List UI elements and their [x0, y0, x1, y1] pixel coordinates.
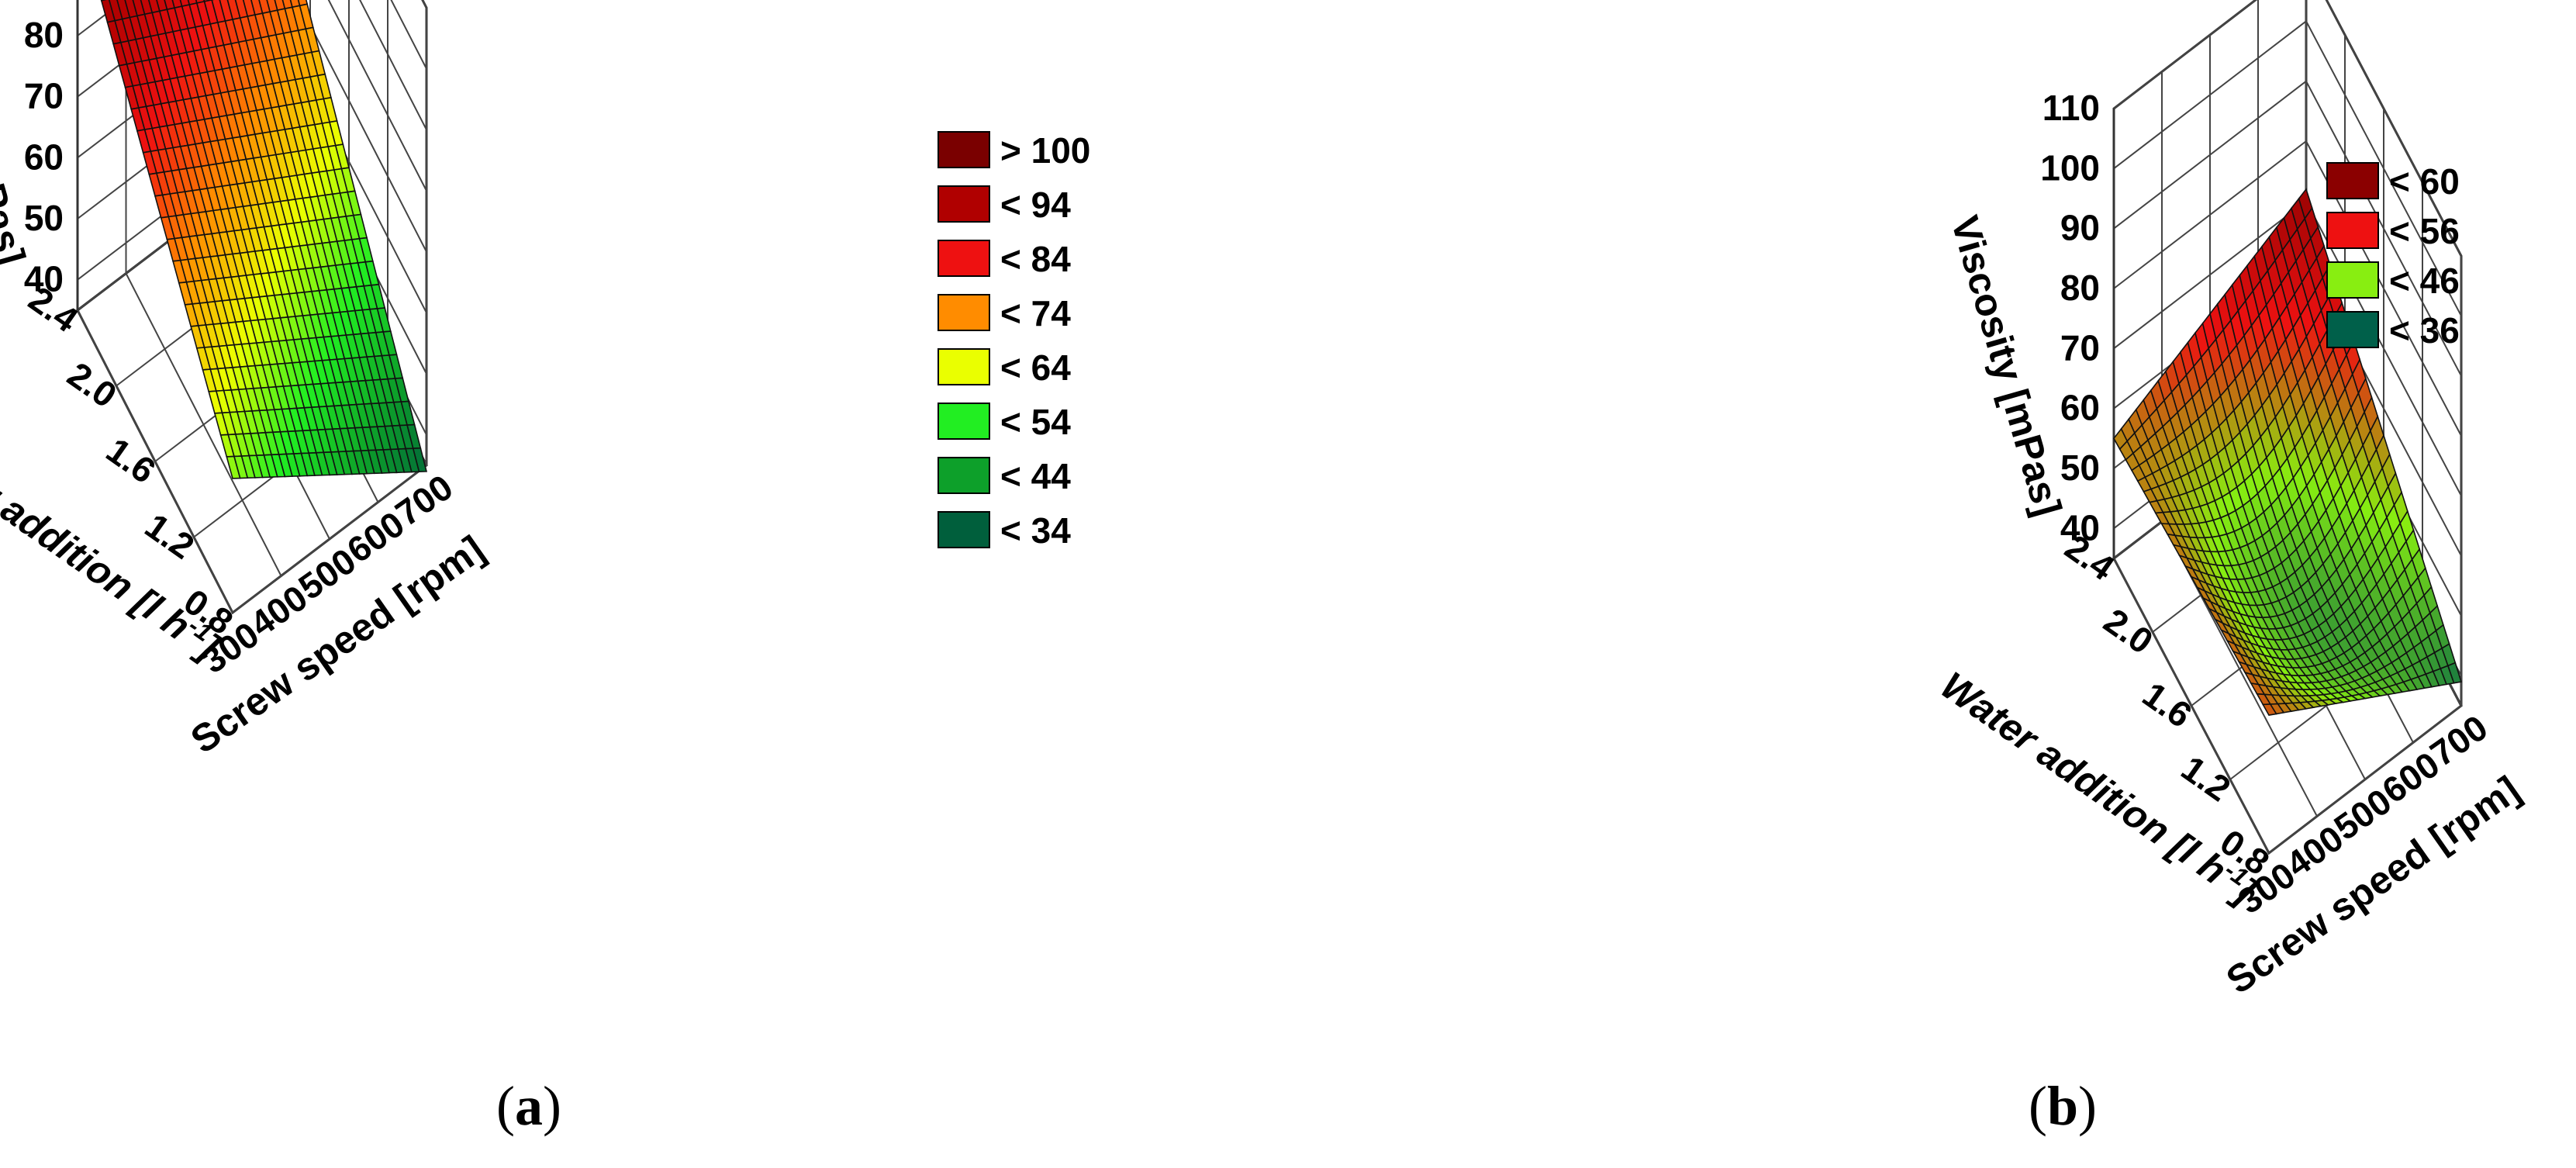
legend-label: < 74: [1000, 293, 1071, 333]
legend-label: < 84: [1000, 239, 1071, 279]
legend-swatch: [2326, 261, 2379, 299]
legend-label: < 34: [1000, 510, 1071, 551]
x-tick-label: 1.2: [138, 505, 202, 566]
z-gridline: [77, 0, 427, 192]
x-tick-label: 2.0: [60, 354, 124, 415]
legend-label: < 54: [1000, 402, 1071, 442]
z-tick-label: 40: [2060, 507, 2100, 548]
legend-label: < 46: [2389, 261, 2460, 301]
legend-label: < 60: [2389, 161, 2460, 202]
legend-swatch: [938, 403, 990, 440]
legend-swatch: [938, 240, 990, 277]
x-tick-label: 1.6: [99, 430, 163, 491]
panel-caption-letter-a: a: [514, 1075, 543, 1137]
surface-mesh: [100, 0, 428, 479]
legend-label: < 64: [1000, 347, 1071, 388]
surface-chart-b: 4050607080901001102.42.01.61.20.83004005…: [1933, 0, 2528, 1002]
surface-cell: [226, 455, 241, 479]
legend-swatch: [938, 185, 990, 223]
legend-swatch: [938, 131, 990, 168]
z-tick-label: 80: [2060, 268, 2100, 308]
legend: > 100 < 94 < 84 < 74 < 64 < 54 < 44 < 34: [938, 130, 1090, 551]
legend-swatch: [2326, 311, 2379, 348]
z-tick-label: 50: [24, 198, 64, 238]
z-tick-label: 60: [2060, 388, 2100, 428]
legend-label: < 56: [2389, 211, 2460, 251]
x-tick-label: 2.0: [2097, 600, 2160, 662]
legend-swatch: [938, 294, 990, 331]
legend-swatch: [2326, 212, 2379, 249]
surface-cell: [2261, 703, 2277, 716]
panel-caption-a: (a): [496, 1075, 561, 1137]
z-gridline: [359, 0, 427, 130]
chart-panel-b: 40 50 60 70 80 90 100 110 2.4 2.0 1.6 1.2 0.8 300 400 5…: [1288, 0, 2576, 1168]
y-gridline: [125, 0, 282, 576]
legend-label: < 94: [1000, 185, 1071, 225]
legend-label: < 44: [1000, 456, 1071, 496]
z-tick-label: 110: [2042, 88, 2100, 128]
z-tick-label: 50: [2060, 448, 2100, 488]
legend-swatch: [938, 457, 990, 494]
legend-swatch: [938, 511, 990, 548]
legend-swatch: [2326, 162, 2379, 199]
z-tick-label: 60: [24, 136, 64, 177]
surface-mesh: [2113, 188, 2463, 716]
legend-label: > 100: [1000, 130, 1090, 171]
legend: < 60 < 56 < 46 < 36: [2326, 161, 2460, 351]
surface-chart-a: 4050607080901001102.42.01.61.20.83004005…: [0, 0, 1090, 762]
panel-caption-b: (b): [2029, 1075, 2098, 1137]
panel-caption-letter-b: b: [2046, 1075, 2079, 1137]
legend-label: < 36: [2389, 310, 2460, 351]
z-tick-label: 70: [24, 76, 64, 116]
z-tick-label: 40: [24, 259, 64, 299]
x-tick-label: 1.6: [2136, 674, 2199, 735]
z-tick-label: 70: [2060, 327, 2100, 368]
z-tick-label: 100: [2040, 147, 2100, 188]
chart-panel-a: 4050607080901001102.42.01.61.20.83004005…: [0, 0, 1090, 1137]
z-tick-label: 90: [2060, 208, 2100, 248]
legend-swatch: [938, 348, 990, 385]
z-axis-title: Viscosity [mPas]: [1942, 211, 2070, 520]
z-tick-label: 80: [24, 15, 64, 55]
z-gridline: [2113, 0, 2462, 257]
x-tick-label: 1.2: [2174, 748, 2238, 809]
